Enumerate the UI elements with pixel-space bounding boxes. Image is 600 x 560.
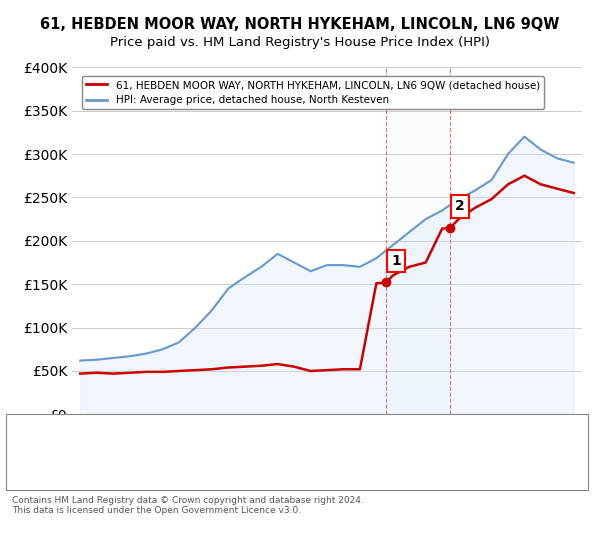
Text: £215,000: £215,000 <box>222 452 278 466</box>
Text: 10% ↓ HPI: 10% ↓ HPI <box>336 452 398 466</box>
Text: 09-AUG-2013: 09-AUG-2013 <box>54 422 133 435</box>
Text: 18% ↓ HPI: 18% ↓ HPI <box>336 422 398 435</box>
Text: 1: 1 <box>391 254 401 268</box>
Text: £152,000: £152,000 <box>222 422 278 435</box>
Legend: 61, HEBDEN MOOR WAY, NORTH HYKEHAM, LINCOLN, LN6 9QW (detached house), HPI: Aver: 61, HEBDEN MOOR WAY, NORTH HYKEHAM, LINC… <box>82 76 544 109</box>
Text: Price paid vs. HM Land Registry's House Price Index (HPI): Price paid vs. HM Land Registry's House … <box>110 36 490 49</box>
Text: 2: 2 <box>15 452 23 466</box>
Text: 61, HEBDEN MOOR WAY, NORTH HYKEHAM, LINCOLN, LN6 9QW: 61, HEBDEN MOOR WAY, NORTH HYKEHAM, LINC… <box>40 17 560 32</box>
Text: Contains HM Land Registry data © Crown copyright and database right 2024.
This d: Contains HM Land Registry data © Crown c… <box>12 496 364 515</box>
Text: 18-JUL-2017: 18-JUL-2017 <box>54 452 126 466</box>
Text: 1: 1 <box>15 422 23 435</box>
Bar <box>386 67 451 414</box>
Text: 2: 2 <box>455 199 465 213</box>
